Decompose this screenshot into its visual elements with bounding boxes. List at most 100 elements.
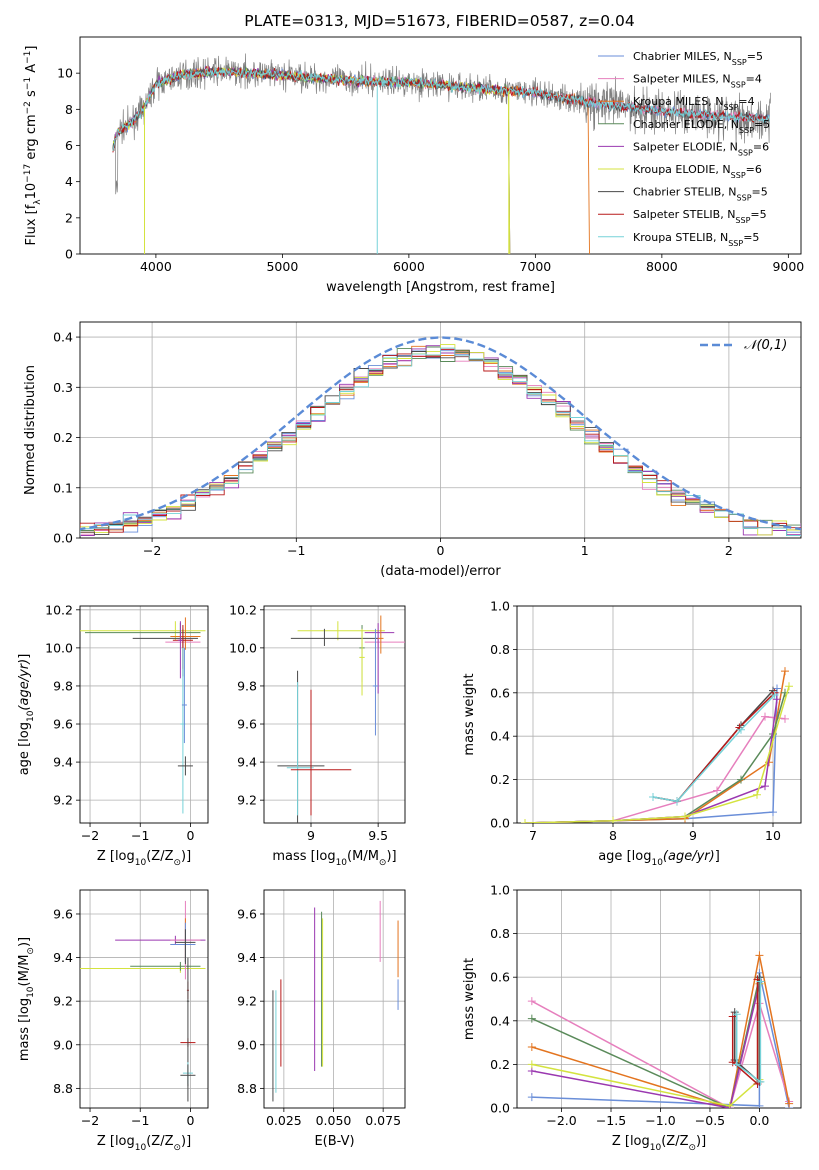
x-tick-label: 8000 [646,259,678,274]
x-tick-label: −2 [81,1113,99,1128]
y-tick-label: 9.6 [53,906,73,921]
residual-histogram [80,349,801,536]
weight-line [735,981,762,1084]
weight-line [733,977,761,1084]
weight-marker [609,816,617,823]
y-tick-label: 8.8 [53,1081,73,1096]
weight_vs_age-axes: 7 8 9 10 0.0 0.2 0.4 0.6 0.8 1.0 [490,599,802,843]
weight-marker [713,786,721,795]
spectrum-legend: Chabrier MILES, NSSP=5 Salpeter MILES, NS… [598,50,770,247]
y-tick-label: 0.6 [490,970,510,985]
weight-line [531,955,790,1108]
x-tick-label: −2.0 [546,1113,576,1128]
y-tick-label: 9.4 [53,755,73,770]
x-tick-label: 8 [609,828,617,843]
y-tick-label: 9.4 [237,755,257,770]
weight-vs-Z-lines [527,951,794,1108]
x-tick-label: 2 [725,543,733,558]
y-tick-label: 0.2 [490,1057,510,1072]
weight-marker [756,1077,765,1086]
weight-marker [781,714,789,723]
legend-label: 𝒩(0,1) [744,338,787,353]
weight-line [524,715,786,823]
weight-line [531,983,761,1107]
y-tick-label: 0.4 [490,1013,510,1028]
x-tick-label: 1 [581,543,589,558]
y-tick-label: 1.0 [490,883,510,898]
mass-vs-Z-ylabel: mass [log10(M/M⊙)] [17,937,36,1061]
y-tick-label: 9.2 [237,994,257,1009]
x-tick-label: 7 [529,828,537,843]
x-tick-label: −1 [131,828,149,843]
weight-line [531,977,761,1108]
weight-marker [755,973,764,982]
axes-frame [263,889,406,1109]
x-tick-label: 0.050 [316,1113,352,1128]
weight-marker [773,695,781,704]
weight-marker [737,725,745,734]
weight-marker [755,951,764,960]
y-tick-label: 2 [65,210,73,225]
weight-marker [785,1099,794,1108]
x-tick-label: 7000 [519,259,551,274]
x-tick-label: 9 [307,828,315,843]
weight-marker [756,977,765,986]
age-vs-Z-ylabel: age [log10(age/yr)] [17,654,36,776]
legend-label: Chabrier STELIB, NSSP=5 [633,186,768,203]
mass-vs-ebv-points [272,900,399,1102]
y-tick-label: 9.0 [53,1037,73,1052]
mass-vs-Z-points [80,900,206,1102]
weight-marker [732,1060,741,1069]
weight-marker [527,1014,536,1023]
weight-marker [753,790,761,799]
age-vs-Z-xlabel: Z [log10(Z/Z⊙)] [97,849,191,868]
axes-frame [79,605,209,824]
weight-line [524,686,790,823]
weight-marker [770,690,779,699]
weight-line [531,1000,790,1108]
y-tick-label: 9.8 [237,678,257,693]
weight-vs-Z-xlabel: Z [log10(Z/Z⊙)] [612,1134,706,1153]
model-spectrum-line [112,66,511,254]
residual-histogram [80,347,801,536]
weight_vs_Z-axes: −2.0 −1.5 −1.0 −0.5 0.0 0.0 0.2 0.4 0.6 0.8 1.0 [490,883,802,1128]
y-tick-label: 9.2 [53,994,73,1009]
x-tick-label: 4000 [140,259,172,274]
weight-line [731,979,759,1086]
legend-label: Chabrier ELODIE, NSSP=5 [633,118,770,135]
legend-label: Salpeter MILES, NSSP=4 [633,73,762,90]
residual-ylabel: Normed distribution [23,365,38,495]
mass-vs-ebv-xlabel: E(B-V) [314,1134,354,1149]
mass-vs-Z-xlabel: Z [log10(Z/Z⊙)] [97,1134,191,1153]
age_vs_Z-axes: −2 −1 0 9.2 9.4 9.6 9.8 10.0 10.2 [45,602,209,843]
weight-marker [761,782,769,791]
weight-marker [769,808,777,817]
y-tick-label: 0.2 [53,430,73,445]
x-tick-label: 5000 [266,259,298,274]
y-tick-label: 9.0 [237,1037,257,1052]
y-tick-label: 9.4 [53,950,73,965]
y-tick-label: 0.0 [53,531,73,546]
y-tick-label: 0.3 [53,380,73,395]
weight-vs-age-ylabel: mass weight [462,673,477,755]
y-tick-label: 9.6 [237,906,257,921]
axes-frame [516,889,802,1109]
axes-frame [79,36,802,255]
y-tick-label: 0.0 [490,1101,510,1116]
weight-marker [681,812,689,821]
y-tick-label: 10 [57,66,73,81]
y-tick-label: 0.8 [490,642,510,657]
model-spectrum-line [112,66,511,254]
spectrum-axes: 4000 5000 6000 7000 8000 9000 0 2 4 6 8 10 [57,36,804,274]
y-tick-label: 0.0 [490,816,510,831]
x-tick-label: 0 [186,828,194,843]
y-tick-label: 10.2 [45,602,73,617]
legend-label: Kroupa ELODIE, NSSP=6 [633,163,762,180]
x-tick-label: −1.0 [645,1113,675,1128]
axes-frame [263,605,406,824]
mass_vs_ebv-axes: 0.025 0.050 0.075 8.8 9.0 9.2 9.4 9.6 [237,889,406,1128]
y-tick-label: 0.8 [490,926,510,941]
y-tick-label: 6 [65,138,73,153]
weight-line [652,694,776,803]
y-tick-label: 9.6 [53,717,73,732]
